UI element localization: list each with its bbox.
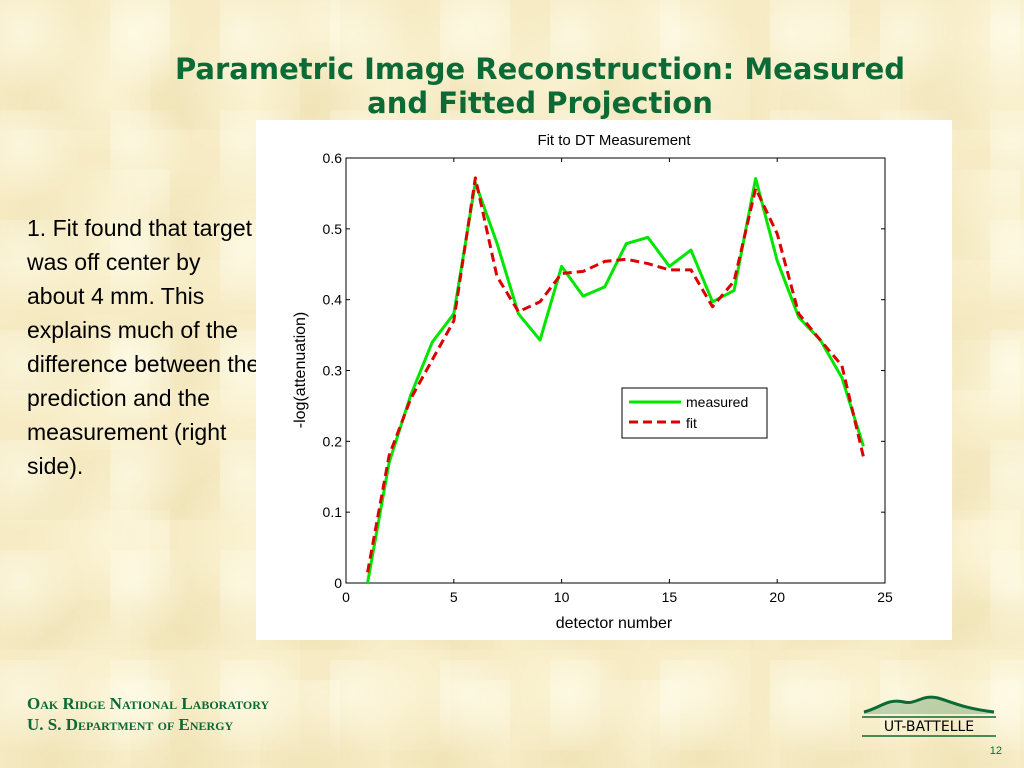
body-text: 1. Fit found that target was off center …	[27, 215, 260, 479]
y-tick-label: 0	[334, 575, 342, 591]
y-tick-label: 0.5	[323, 221, 343, 237]
logo-mountain-icon	[863, 695, 995, 714]
legend-box	[621, 387, 768, 439]
x-tick-label: 15	[662, 589, 678, 605]
series-line-fit	[366, 176, 865, 573]
y-tick-label: 0.1	[323, 504, 343, 520]
chart-svg: Fit to DT Measurement 0 5 10 15 20 2500.10.20…	[292, 132, 893, 632]
logo-text: UT-BATTELLE	[884, 719, 974, 735]
logo-mountain-fill-icon	[864, 697, 994, 714]
x-tick-label: 0	[342, 589, 350, 605]
slide-title-line1: Parametric Image Reconstruction: Measure…	[174, 52, 906, 86]
y-axis-label: -log(attenuation)	[292, 312, 309, 429]
slide-title-line2: and Fitted Projection	[367, 86, 713, 120]
slide-title: Parametric Image Reconstruction: Measure…	[100, 52, 980, 120]
legend-label-fit: fit	[686, 415, 697, 431]
x-tick-label: 25	[877, 589, 893, 605]
legend-label-measured: measured	[686, 394, 748, 410]
axis-ticks: 0 5 10 15 20 25 0 0.1 0.2 0.3 0.4 0.5 0.6	[323, 150, 893, 605]
legend: measured fit	[621, 387, 768, 439]
ut-battelle-logo: UT-BATTELLE	[858, 690, 1000, 740]
footer-department: U. S. Department of Energy	[27, 715, 234, 734]
chart-panel: Fit to DT Measurement 0 5 10 15 20 25 0 0.1 0.2 0…	[256, 120, 952, 640]
y-tick-label: 0.4	[323, 292, 343, 308]
series-layer	[366, 176, 865, 584]
footer-lab-name: Oak Ridge National Laboratory	[27, 694, 270, 713]
y-tick-label: 0.6	[323, 150, 343, 166]
logo-graphic: UT-BATTELLE	[862, 695, 996, 737]
x-axis-label: detector number	[556, 615, 673, 632]
footer-organization: Oak Ridge National Laboratory U. S. Depa…	[27, 693, 269, 735]
x-tick-label: 20	[769, 589, 785, 605]
series-line-measured	[366, 177, 865, 584]
x-tick-label: 5	[450, 589, 458, 605]
x-tick-label: 10	[554, 589, 570, 605]
y-tick-label: 0.3	[323, 363, 343, 379]
chart-title: Fit to DT Measurement	[537, 132, 691, 149]
page-number: 12	[989, 745, 1002, 757]
y-tick-label: 0.2	[323, 433, 343, 449]
